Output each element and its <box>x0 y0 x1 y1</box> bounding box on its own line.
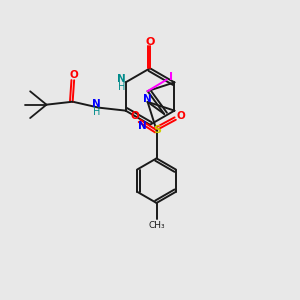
Text: N: N <box>138 121 147 131</box>
Text: N: N <box>92 99 101 109</box>
Text: N: N <box>143 94 152 104</box>
Text: O: O <box>177 111 186 121</box>
Text: S: S <box>153 125 161 135</box>
Text: O: O <box>130 111 139 121</box>
Text: H: H <box>93 107 100 117</box>
Text: H: H <box>118 82 125 92</box>
Text: CH₃: CH₃ <box>148 221 165 230</box>
Text: O: O <box>70 70 79 80</box>
Text: N: N <box>117 74 126 83</box>
Text: O: O <box>145 37 155 46</box>
Text: I: I <box>169 72 173 82</box>
